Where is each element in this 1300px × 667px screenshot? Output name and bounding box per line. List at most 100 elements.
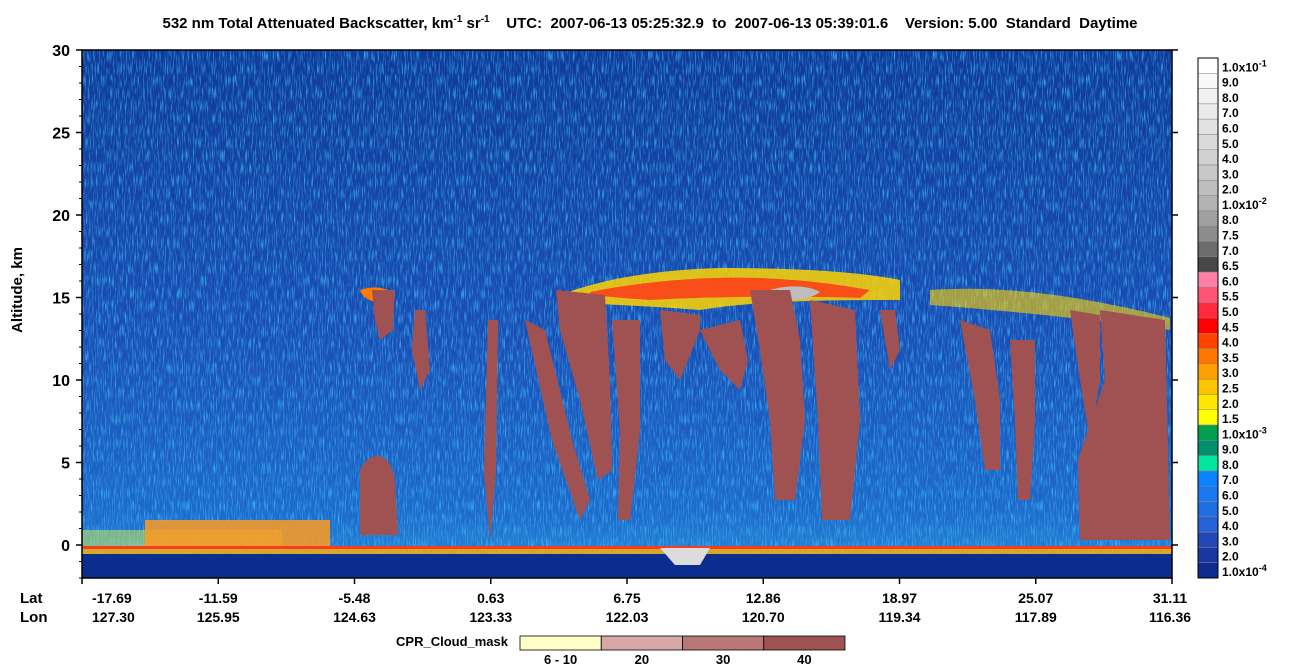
surface-return <box>82 549 1172 554</box>
colorbar-swatch <box>1197 378 1219 395</box>
x-tick-label-lon: 120.70 <box>742 609 785 625</box>
y-axis-label: Altitude, km <box>9 247 26 333</box>
colorbar-swatch <box>1197 164 1219 181</box>
colorbar-label: 1.0x10-1 <box>1222 58 1267 74</box>
colorbar-swatch <box>1197 531 1219 548</box>
colorbar-label: 3.0 <box>1222 167 1239 181</box>
colorbar-swatch <box>1197 241 1219 258</box>
colorbar-label: 1.0x10-2 <box>1222 196 1267 212</box>
colorbar-swatch <box>1197 562 1219 579</box>
colorbar-swatch <box>1197 210 1219 227</box>
colorbar-swatch <box>1197 271 1219 288</box>
colorbar-label: 8.0 <box>1222 458 1239 472</box>
cloud-mask-swatch <box>519 635 602 651</box>
surface-line <box>82 546 1172 549</box>
colorbar-label-exponent: -3 <box>1259 425 1267 435</box>
colorbar-label: 5.0 <box>1222 504 1239 518</box>
colorbar-swatch <box>1197 501 1219 518</box>
y-tick-label: 30 <box>52 43 70 60</box>
colorbar-swatch <box>1197 103 1219 120</box>
cloud-mask-label: 6 - 10 <box>544 652 577 667</box>
cloud-mask-label: 20 <box>635 652 649 667</box>
y-tick-label: 5 <box>61 456 70 473</box>
y-tick-label: 0 <box>61 538 70 555</box>
colorbar-swatch <box>1197 516 1219 533</box>
x-tick-label-lon: 127.30 <box>92 609 135 625</box>
colorbar-label: 4.0 <box>1222 152 1239 166</box>
colorbar-swatch <box>1197 256 1219 273</box>
x-tick-label-lon: 123.33 <box>469 609 512 625</box>
x-tick-label-lat: 31.11 <box>1153 590 1187 606</box>
colorbar-label-exponent: -4 <box>1259 563 1267 573</box>
title-product-level: Standard <box>1005 15 1071 32</box>
title-end-time: 2007-06-13 05:39:01.6 <box>734 15 889 32</box>
colorbar-swatch <box>1197 333 1219 349</box>
colorbar-label: 6.0 <box>1222 121 1239 135</box>
cloud-mask-swatch <box>763 635 846 651</box>
x-tick-label-lon: 117.89 <box>1015 609 1057 625</box>
title-to: to <box>712 15 727 32</box>
cloud-mask-swatch <box>682 635 765 651</box>
colorbar-label: 1.0x10-4 <box>1222 563 1267 579</box>
y-tick-label: 15 <box>52 291 70 308</box>
colorbar-label: 8.0 <box>1222 91 1239 105</box>
figure-title: 532 nm Total Attenuated Backscatter, km-… <box>0 14 1300 36</box>
colorbar-swatch <box>1197 195 1219 212</box>
colorbar-swatch <box>1197 363 1219 380</box>
colorbar-swatch <box>1197 180 1219 196</box>
x-tick-label-lat: -11.59 <box>199 590 238 606</box>
colorbar-label: 5.0 <box>1222 137 1239 151</box>
colorbar-swatch <box>1197 547 1219 563</box>
title-start-time: 2007-06-13 05:25:32.9 <box>550 15 704 32</box>
x-tick-label-lon: 124.63 <box>333 609 376 625</box>
title-sr: sr <box>466 15 481 32</box>
colorbar-label: 8.0 <box>1222 213 1239 227</box>
colorbar-label: 7.0 <box>1222 473 1239 487</box>
colorbar-label-exponent: -2 <box>1259 196 1267 206</box>
colorbar-swatch <box>1197 134 1219 151</box>
colorbar-label: 2.5 <box>1222 381 1239 395</box>
colorbar-swatch <box>1197 287 1219 303</box>
aerosol-layer-orange <box>145 520 330 548</box>
x-tick-label-lon: 119.34 <box>878 609 920 625</box>
cloud-mask-swatch <box>600 635 683 651</box>
colorbar-label: 2.0 <box>1222 397 1239 411</box>
colorbar-label: 5.5 <box>1222 290 1239 304</box>
y-tick-label: 10 <box>52 373 70 390</box>
x-tick-label-lat: -17.69 <box>92 590 132 606</box>
colorbar-frame <box>1197 57 1219 579</box>
subsurface <box>82 554 1172 578</box>
title-day-night: Daytime <box>1079 15 1138 32</box>
title-product: 532 nm Total Attenuated Backscatter, km <box>162 15 454 32</box>
colorbar-swatch <box>1197 225 1219 242</box>
title-utc-label: UTC: <box>506 15 543 32</box>
colorbar-label: 2.0 <box>1222 550 1239 564</box>
x-tick-label-lon: 122.03 <box>606 609 649 625</box>
colorbar-label: 7.5 <box>1222 229 1239 243</box>
colorbar-label: 3.5 <box>1222 351 1239 365</box>
colorbar-swatch <box>1197 73 1219 89</box>
x-tick-label-lon: 116.36 <box>1149 609 1191 625</box>
backscatter-plot <box>81 49 1173 579</box>
x-axis: -17.69 127.30 -11.59 125.95 -5.48 124.63 0.63 1… <box>81 578 1191 625</box>
x-row-label-lon: Lon <box>20 609 48 626</box>
colorbar-swatch <box>1197 118 1219 135</box>
colorbar-label: 4.0 <box>1222 336 1239 350</box>
colorbar-swatch <box>1197 348 1219 365</box>
cloud-mask-legend: 6 - 10 20 30 40 <box>519 635 846 667</box>
cloud-mask-label: 40 <box>797 652 811 667</box>
y-axis: 0 5 10 15 20 25 30 <box>52 43 1178 579</box>
colorbar-label: 7.0 <box>1222 106 1239 120</box>
x-tick-label-lat: 12.86 <box>746 590 781 606</box>
x-tick-label-lat: 0.63 <box>477 590 504 606</box>
title-km-exponent: -1 <box>453 14 463 25</box>
colorbar-swatch <box>1197 440 1219 456</box>
colorbar-label-exponent: -1 <box>1259 58 1267 68</box>
colorbar-label: 1.0x10-3 <box>1222 425 1267 441</box>
colorbar-label: 9.0 <box>1222 76 1239 90</box>
colorbar-label: 6.5 <box>1222 259 1239 273</box>
colorbar-label: 4.5 <box>1222 320 1239 334</box>
colorbar-swatch <box>1197 485 1219 502</box>
colorbar-swatch <box>1197 302 1219 319</box>
